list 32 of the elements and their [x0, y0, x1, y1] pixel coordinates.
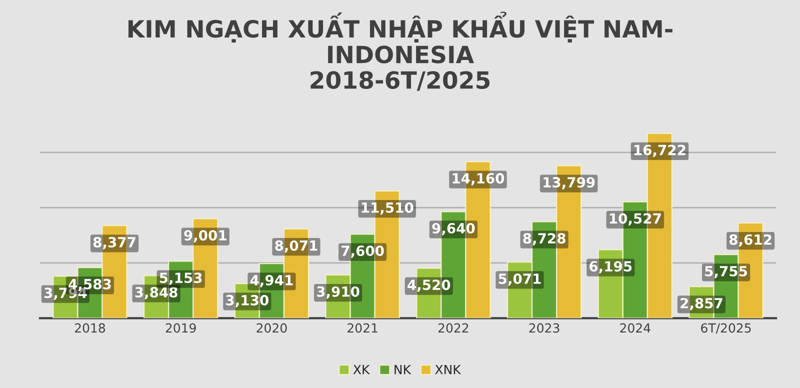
x-tick-label: 2021 — [348, 323, 378, 333]
data-label: 8,071 — [275, 240, 318, 253]
data-label: 4,941 — [250, 274, 293, 288]
data-label: 3,848 — [135, 287, 178, 300]
data-label: 8,612 — [729, 234, 772, 247]
x-tick-label: 2024 — [620, 323, 650, 333]
x-tick-label: 2023 — [529, 323, 560, 333]
data-label: 8,377 — [93, 236, 136, 250]
x-tick-label: 6T/2025 — [701, 323, 751, 334]
data-label: 16,722 — [634, 144, 686, 158]
data-label: 9,640 — [432, 223, 475, 236]
data-label: 4,520 — [408, 280, 450, 292]
data-label: 6,195 — [590, 261, 632, 274]
x-tick-label: 2018 — [74, 323, 106, 333]
legend-label: XNK — [435, 365, 462, 374]
data-label: 9,001 — [184, 230, 226, 242]
data-label: 3,910 — [317, 286, 360, 299]
legend-label: XK — [353, 365, 370, 374]
data-label: 8,728 — [523, 233, 566, 246]
x-tick-label: 2020 — [256, 323, 287, 333]
data-label: 10,527 — [610, 213, 661, 226]
data-label: 7,600 — [342, 246, 384, 258]
data-label: 3,130 — [226, 294, 268, 308]
data-label: 5,071 — [498, 273, 541, 286]
data-label: 5,153 — [160, 272, 202, 285]
data-label: 11,510 — [362, 202, 414, 215]
data-label: 2,857 — [680, 298, 722, 310]
x-tick-label: 2019 — [166, 323, 196, 333]
chart-title: KIM NGẠCH XUẤT NHẬP KHẨU VIỆT NAM- INDONESIA 2018-6T/2025 — [128, 12, 672, 91]
x-tick-label: 2022 — [438, 323, 468, 333]
legend-label: NK — [394, 365, 412, 374]
data-label: 5,755 — [705, 266, 748, 278]
